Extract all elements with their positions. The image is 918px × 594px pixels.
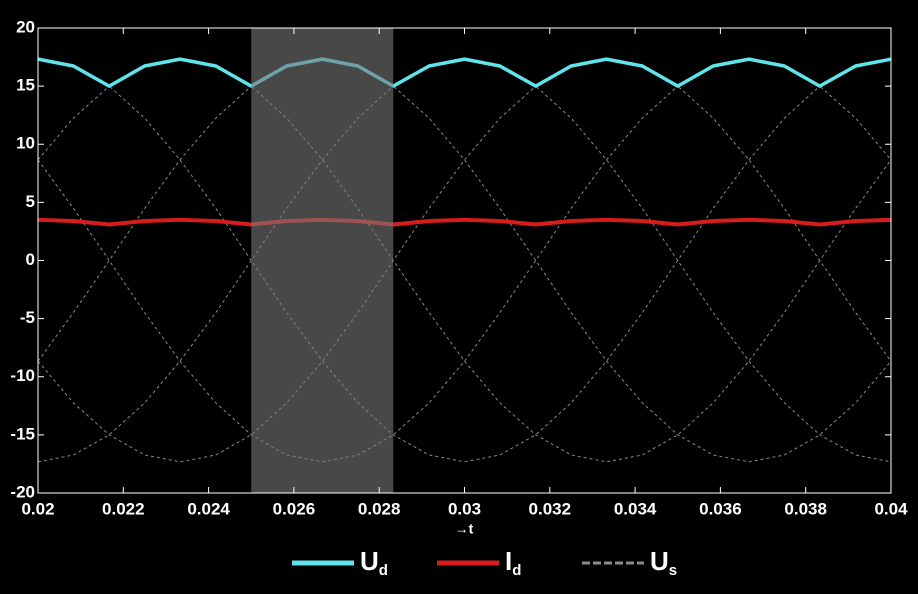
x-tick-label: 0.02 xyxy=(21,499,54,518)
legend-label: Ud xyxy=(360,546,388,579)
y-tick-label: 0 xyxy=(26,250,35,269)
x-tick-label: 0.024 xyxy=(187,499,230,518)
x-tick-label: 0.038 xyxy=(784,499,827,518)
highlight-band xyxy=(251,28,394,493)
y-tick-label: -10 xyxy=(10,366,35,385)
y-tick-label: -20 xyxy=(10,482,35,501)
series-line xyxy=(37,58,892,463)
y-tick-label: 10 xyxy=(16,134,35,153)
x-tick-label: 0.03 xyxy=(448,499,481,518)
y-tick-label: 5 xyxy=(26,192,35,211)
series-line xyxy=(37,57,892,88)
y-tick-label: -15 xyxy=(10,424,35,443)
x-tick-label: 0.036 xyxy=(699,499,742,518)
legend-label-sub: d xyxy=(512,562,521,579)
legend-label-main: I xyxy=(505,546,512,576)
legend-label: Id xyxy=(505,546,521,579)
x-tick-label: 0.034 xyxy=(614,499,657,518)
y-tick-label: -5 xyxy=(20,308,35,327)
series-line xyxy=(37,217,892,227)
series-line xyxy=(37,58,892,463)
y-tick-label: 15 xyxy=(16,76,35,95)
x-tick-label: 0.032 xyxy=(529,499,572,518)
x-tick-label: 0.022 xyxy=(102,499,145,518)
legend-label-sub: s xyxy=(669,562,677,579)
x-tick-label: 0.04 xyxy=(874,499,908,518)
legend-label-sub: d xyxy=(379,562,388,579)
x-axis-label: →t xyxy=(455,521,474,537)
series-line xyxy=(37,58,892,463)
legend-label-main: U xyxy=(650,546,669,576)
x-tick-label: 0.026 xyxy=(273,499,316,518)
legend-label-main: U xyxy=(360,546,379,576)
x-tick-label: 0.028 xyxy=(358,499,401,518)
y-tick-label: 20 xyxy=(16,17,35,36)
legend-label: Us xyxy=(650,546,677,579)
